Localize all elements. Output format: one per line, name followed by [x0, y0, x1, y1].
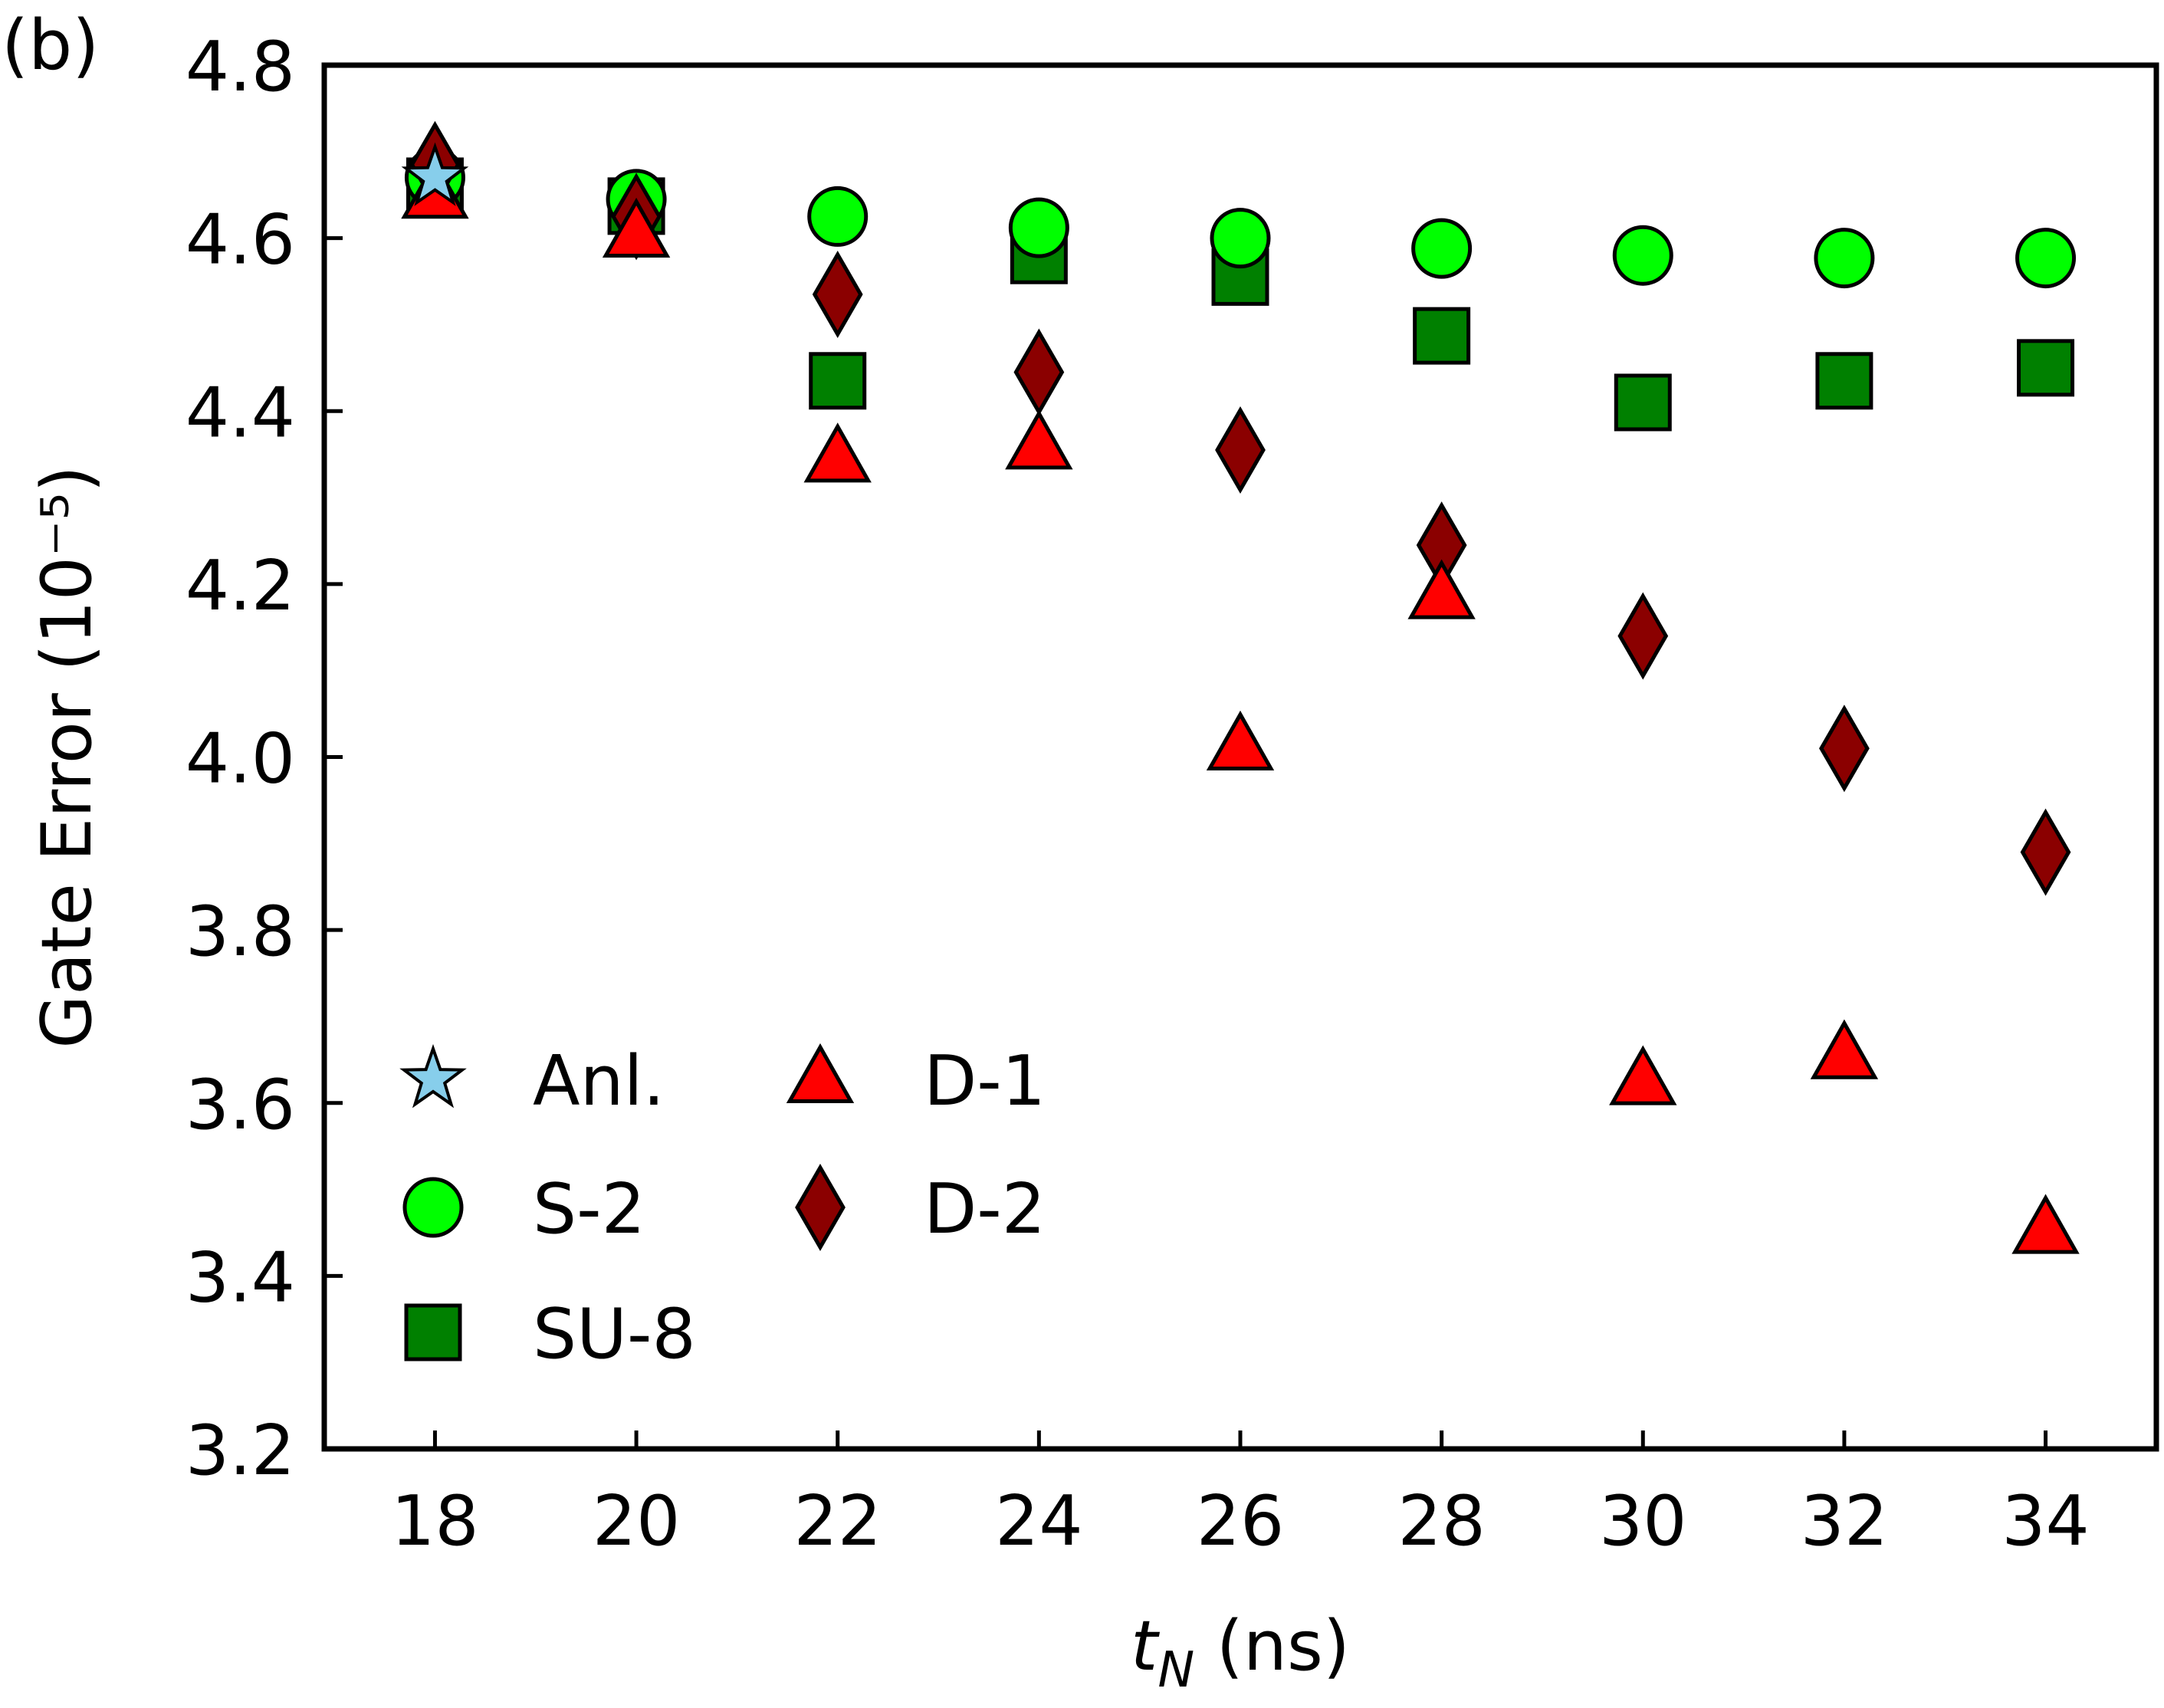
- legend-label-d-1: D-1: [924, 1041, 1046, 1122]
- legend-label-d-2: D-2: [924, 1169, 1046, 1250]
- point-s-2: [1008, 197, 1069, 258]
- y-tick-label: 4.4: [186, 373, 295, 453]
- y-tick-label: 3.2: [186, 1411, 295, 1491]
- point-su-8: [2017, 339, 2075, 397]
- x-axis-label-unit: (ns): [1194, 1606, 1350, 1687]
- legend-marker-anl: [399, 1043, 467, 1109]
- y-tick-label: 4.2: [186, 546, 295, 626]
- point-su-8: [1614, 373, 1672, 432]
- point-s-2: [1411, 218, 1473, 279]
- x-tick-label: 28: [1397, 1481, 1486, 1562]
- point-su-8: [809, 352, 867, 410]
- x-tick-label: 26: [1197, 1481, 1285, 1562]
- point-s-2: [1814, 228, 1875, 289]
- axes-layer: 18 20 22 24 26 28 30 32 34 3.2 3.4 3.6 3.8 4.0 4.2 4.4 4…: [2, 5, 2090, 1699]
- legend-marker-s-2: [402, 1177, 464, 1238]
- point-d-1: [2011, 1194, 2080, 1254]
- point-d-2: [1013, 328, 1065, 416]
- point-d-2: [1617, 592, 1669, 680]
- y-axis-label: Gate Error (10⁻⁵): [27, 465, 107, 1048]
- x-tick-label: 34: [2001, 1481, 2090, 1562]
- panel-label: (b): [2, 5, 99, 86]
- point-d-2: [1215, 406, 1266, 494]
- y-tick-label: 4.6: [186, 200, 295, 281]
- y-tick-label: 4.8: [186, 27, 295, 107]
- marks-layer: [401, 120, 2080, 1254]
- point-su-8: [1815, 352, 1873, 410]
- x-tick-label: 20: [593, 1481, 681, 1562]
- legend-marker-d-2: [795, 1163, 846, 1252]
- point-s-2: [1612, 225, 1673, 286]
- point-d-1: [1609, 1045, 1677, 1105]
- y-tick-label: 4.0: [186, 719, 295, 800]
- x-tick-label: 30: [1599, 1481, 1687, 1562]
- point-d-1: [1206, 710, 1275, 771]
- point-anl: [401, 142, 469, 206]
- y-tick-label: 3.6: [186, 1065, 295, 1145]
- y-tick-label: 3.4: [186, 1237, 295, 1318]
- y-tick-label: 3.8: [186, 892, 295, 972]
- legend: Anl. S-2 SU-8 D-1 D-2: [399, 1041, 1046, 1375]
- x-tick-label: 22: [793, 1481, 882, 1562]
- x-axis-label-subscript: N: [1158, 1642, 1194, 1699]
- plot-frame: [321, 62, 2159, 1452]
- x-tick-label: 32: [1801, 1481, 1889, 1562]
- legend-label-s-2: S-2: [533, 1169, 645, 1250]
- point-s-2: [1210, 208, 1271, 269]
- legend-marker-d-1: [786, 1043, 855, 1104]
- x-tick-label: 18: [391, 1481, 479, 1562]
- point-s-2: [807, 186, 869, 247]
- legend-label-su-8: SU-8: [533, 1294, 696, 1375]
- x-axis-label-var: t: [1131, 1606, 1161, 1687]
- point-d-1: [1810, 1019, 1879, 1079]
- point-su-8: [1413, 307, 1471, 365]
- legend-marker-su-8: [404, 1303, 462, 1361]
- point-d-1: [602, 197, 671, 258]
- point-d-1: [1005, 409, 1073, 470]
- legend-label-anl: Anl.: [533, 1041, 665, 1122]
- x-axis-label: tN (ns): [1131, 1606, 1350, 1699]
- point-d-2: [1819, 705, 1870, 793]
- point-d-1: [1407, 559, 1476, 619]
- point-s-2: [2015, 228, 2077, 289]
- x-tick-label: 24: [995, 1481, 1083, 1562]
- point-d-2: [812, 250, 863, 338]
- point-d-1: [803, 422, 872, 483]
- point-d-2: [2020, 808, 2071, 896]
